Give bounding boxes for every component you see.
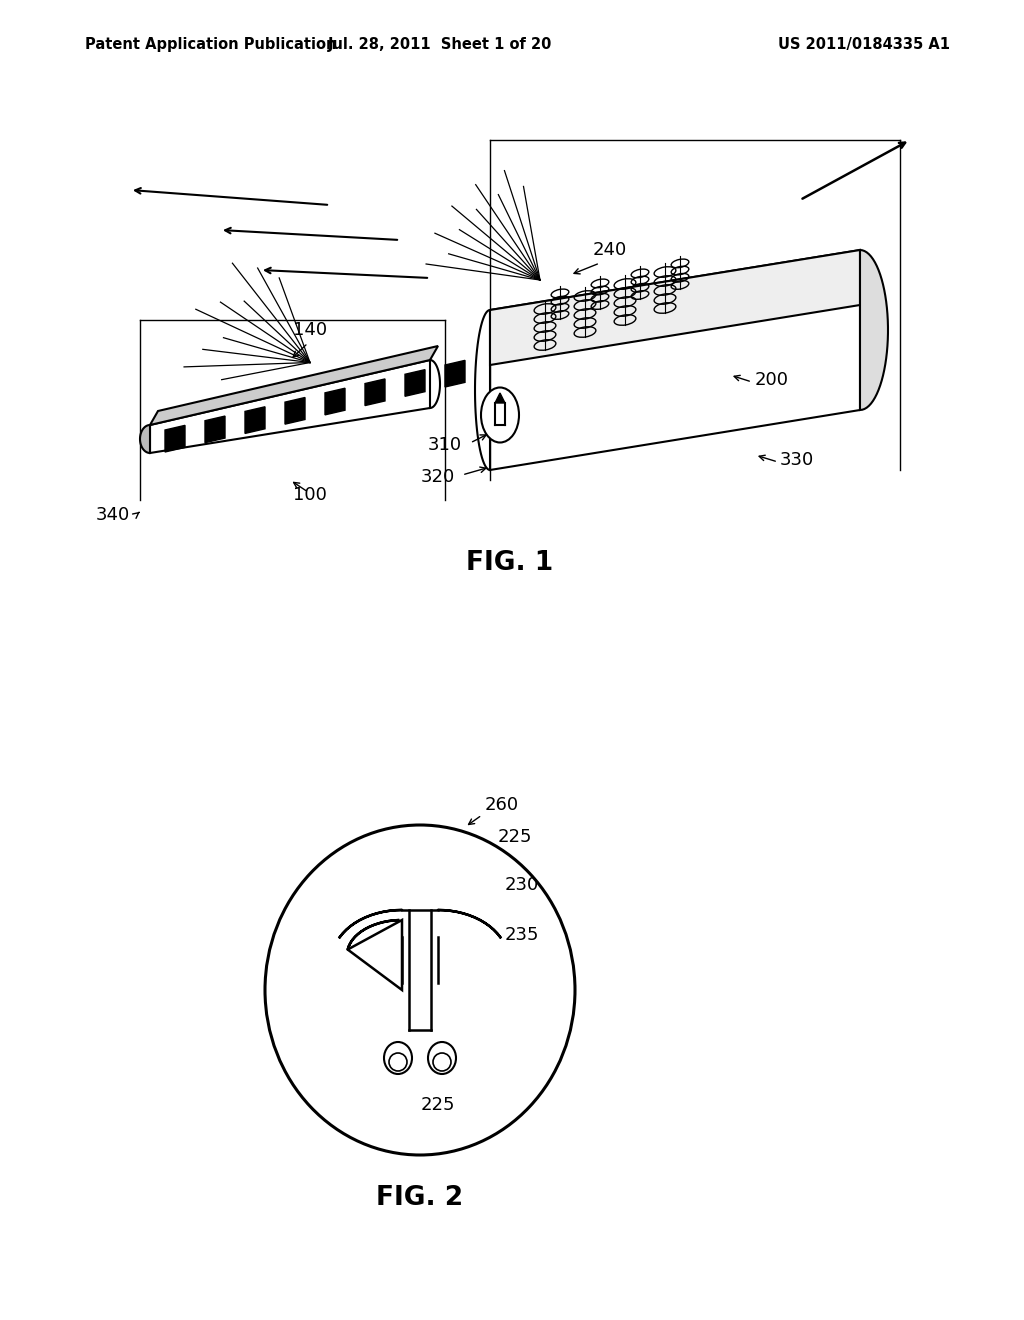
Ellipse shape <box>265 825 575 1155</box>
Circle shape <box>389 1053 407 1071</box>
Polygon shape <box>490 249 860 366</box>
Text: 140: 140 <box>293 321 327 339</box>
Text: 320: 320 <box>421 469 455 486</box>
Text: 240: 240 <box>593 242 627 259</box>
Text: 340: 340 <box>96 506 130 524</box>
Polygon shape <box>445 360 465 387</box>
Text: 225: 225 <box>421 1096 456 1114</box>
Ellipse shape <box>481 388 519 442</box>
Polygon shape <box>325 388 345 414</box>
Text: US 2011/0184335 A1: US 2011/0184335 A1 <box>778 37 950 51</box>
Text: 100: 100 <box>293 486 327 504</box>
Polygon shape <box>150 360 430 453</box>
Ellipse shape <box>428 1041 456 1074</box>
Polygon shape <box>245 407 265 433</box>
Polygon shape <box>165 425 185 451</box>
Text: 200: 200 <box>755 371 790 389</box>
Text: 225: 225 <box>498 828 532 846</box>
Text: 230: 230 <box>505 876 540 894</box>
Polygon shape <box>365 379 385 405</box>
Polygon shape <box>140 425 150 453</box>
Text: FIG. 2: FIG. 2 <box>377 1185 464 1210</box>
Ellipse shape <box>384 1041 412 1074</box>
Text: 310: 310 <box>428 436 462 454</box>
Text: 260: 260 <box>485 796 519 814</box>
Text: 235: 235 <box>505 927 540 944</box>
Text: Jul. 28, 2011  Sheet 1 of 20: Jul. 28, 2011 Sheet 1 of 20 <box>328 37 552 51</box>
Polygon shape <box>490 249 860 470</box>
Text: Patent Application Publication: Patent Application Publication <box>85 37 337 51</box>
Polygon shape <box>150 346 438 425</box>
Text: 330: 330 <box>780 451 814 469</box>
Polygon shape <box>495 393 505 403</box>
Polygon shape <box>205 416 225 442</box>
Polygon shape <box>285 397 305 424</box>
Polygon shape <box>860 249 888 411</box>
Circle shape <box>433 1053 451 1071</box>
Polygon shape <box>406 370 425 396</box>
Text: FIG. 1: FIG. 1 <box>466 550 554 576</box>
